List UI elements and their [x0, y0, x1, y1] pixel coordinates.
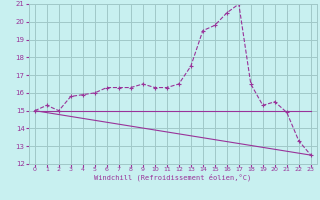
X-axis label: Windchill (Refroidissement éolien,°C): Windchill (Refroidissement éolien,°C): [94, 174, 252, 181]
